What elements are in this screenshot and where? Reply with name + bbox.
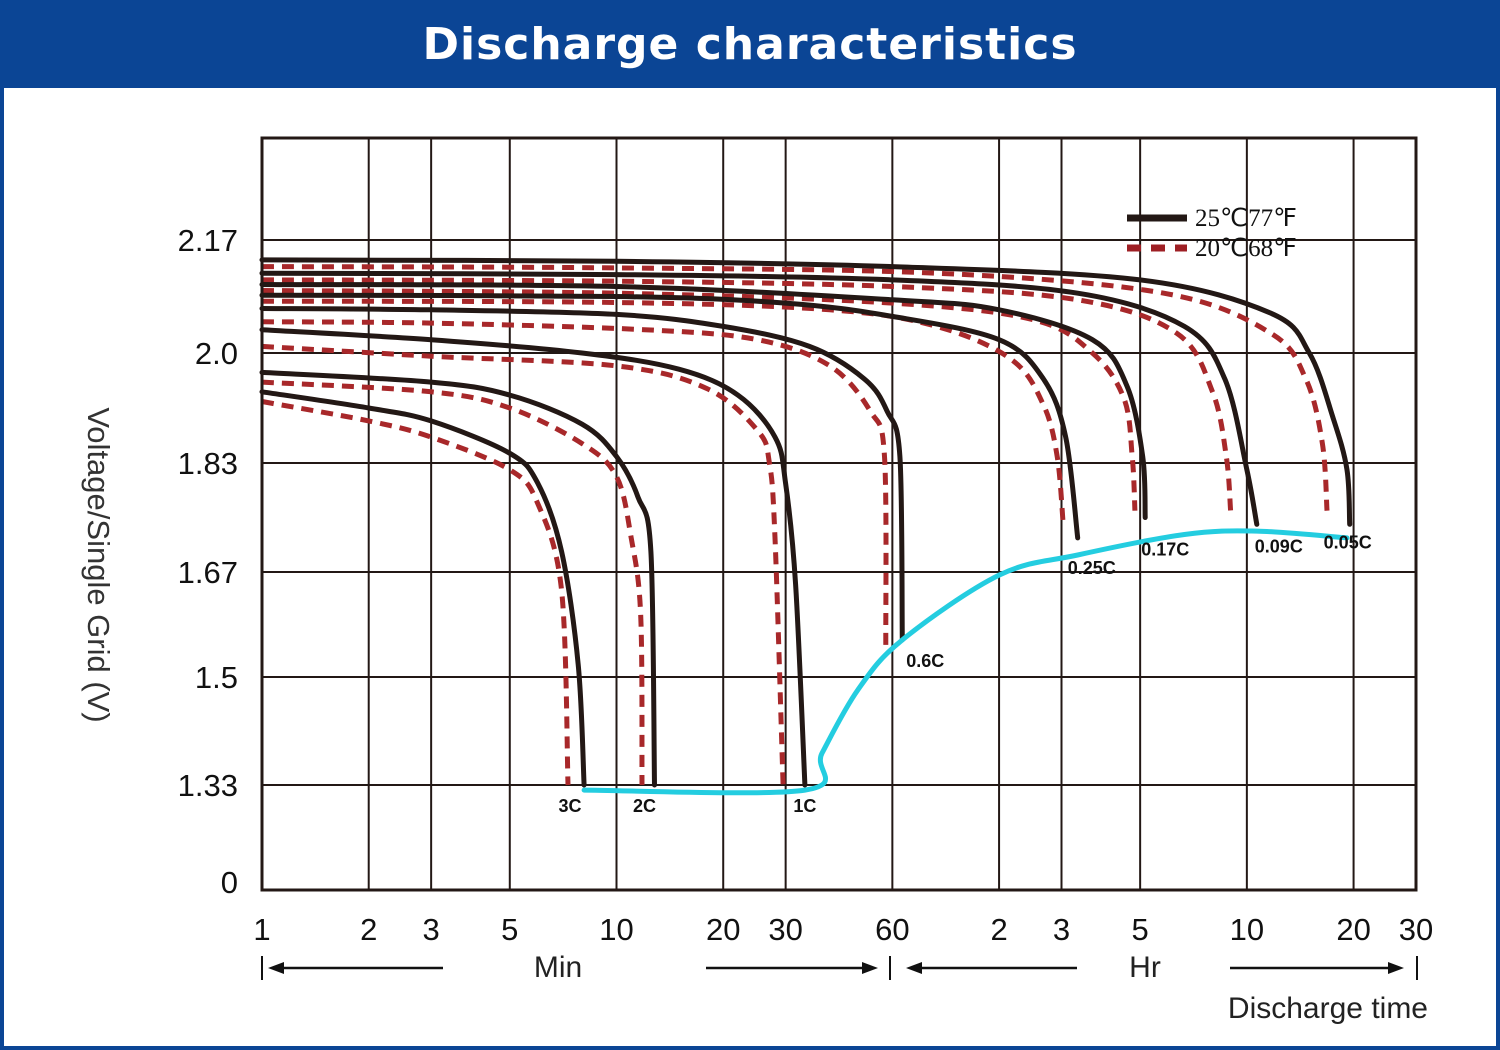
curve-20c (261, 379, 645, 786)
curve-label: 0.09C (1255, 536, 1303, 556)
curve-25c (259, 389, 587, 788)
x-tick-label: 2 (360, 912, 377, 947)
hr-left-arrowhead (906, 962, 922, 974)
min-left-arrowhead (268, 962, 284, 974)
curve-group (259, 257, 1353, 796)
curve-label: 1C (793, 796, 816, 816)
curve-20c (261, 399, 571, 786)
curve-20c (261, 288, 1138, 511)
section-min-label: Min (534, 951, 582, 984)
curve-25c (259, 369, 657, 788)
y-tick-label: 1.33 (178, 768, 238, 803)
x-tick-label: 30 (768, 912, 802, 947)
x-tick-label: 10 (599, 912, 633, 947)
x-tick-label: 3 (423, 912, 440, 947)
y-tick-labels: 2.17 2.0 1.83 1.67 1.5 1.33 0 (178, 223, 238, 900)
curve-label: 3C (559, 796, 582, 816)
legend-label-20c: 20℃68℉ (1195, 235, 1297, 262)
curve-label: 0.05C (1324, 532, 1372, 552)
curve-25c (259, 282, 1148, 520)
x-sections: Min Hr (261, 951, 1418, 984)
cutoff-line (581, 528, 1350, 796)
page-title: Discharge characteristics (422, 18, 1078, 70)
x-tick-label: 60 (875, 912, 909, 947)
legend: 25℃77℉ 20℃68℉ (1127, 205, 1297, 262)
x-tick-label: 3 (1053, 912, 1070, 947)
curve-20c (261, 343, 786, 786)
grid-lines (261, 138, 1417, 890)
section-hr-label: Hr (1129, 951, 1161, 984)
x-tick-label: 2 (990, 912, 1007, 947)
curve-25c (259, 292, 1081, 541)
curve-labels: 3C 2C 1C 0.6C 0.25C 0.17C 0.09C 0.05C (559, 532, 1372, 816)
legend-label-25c: 25℃77℉ (1195, 205, 1297, 232)
curve-label: 0.6C (906, 651, 944, 671)
y-tick-label: 1.67 (178, 555, 238, 590)
curve-25c (259, 306, 905, 643)
x-tick-label: 5 (501, 912, 518, 947)
curve-label: 0.17C (1141, 540, 1189, 560)
y-tick-label: 1.83 (178, 446, 238, 481)
curve-20c (261, 319, 889, 647)
y-axis-title: Voltage/Single Grid (V) (81, 407, 116, 722)
curve-label: 0.25C (1068, 558, 1116, 578)
curve-25c (259, 327, 808, 788)
min-right-arrowhead (862, 962, 878, 974)
y-tick-label: 2.17 (178, 223, 238, 258)
curve-25c (259, 257, 1353, 527)
x-tick-label: 10 (1230, 912, 1264, 947)
y-tick-label: 1.5 (195, 660, 238, 695)
x-tick-label: 20 (1336, 912, 1370, 947)
title-bar: Discharge characteristics (0, 0, 1500, 88)
curve-25c (259, 270, 1260, 527)
curve-label: 2C (633, 796, 656, 816)
y-tick-label: 2.0 (195, 336, 238, 371)
x-tick-label: 1 (253, 912, 270, 947)
x-tick-label: 5 (1132, 912, 1149, 947)
x-tick-label: 30 (1399, 912, 1433, 947)
x-tick-labels: 1 2 3 5 10 20 30 60 2 3 5 10 20 30 (253, 912, 1433, 947)
curve-20c (261, 277, 1234, 511)
y-tick-label: 0 (221, 865, 238, 900)
x-axis-title: Discharge time (1228, 992, 1428, 1025)
curve-20c (261, 264, 1330, 511)
hr-right-arrowhead (1388, 962, 1404, 974)
x-tick-label: 20 (706, 912, 740, 947)
plot-border (260, 136, 1418, 892)
